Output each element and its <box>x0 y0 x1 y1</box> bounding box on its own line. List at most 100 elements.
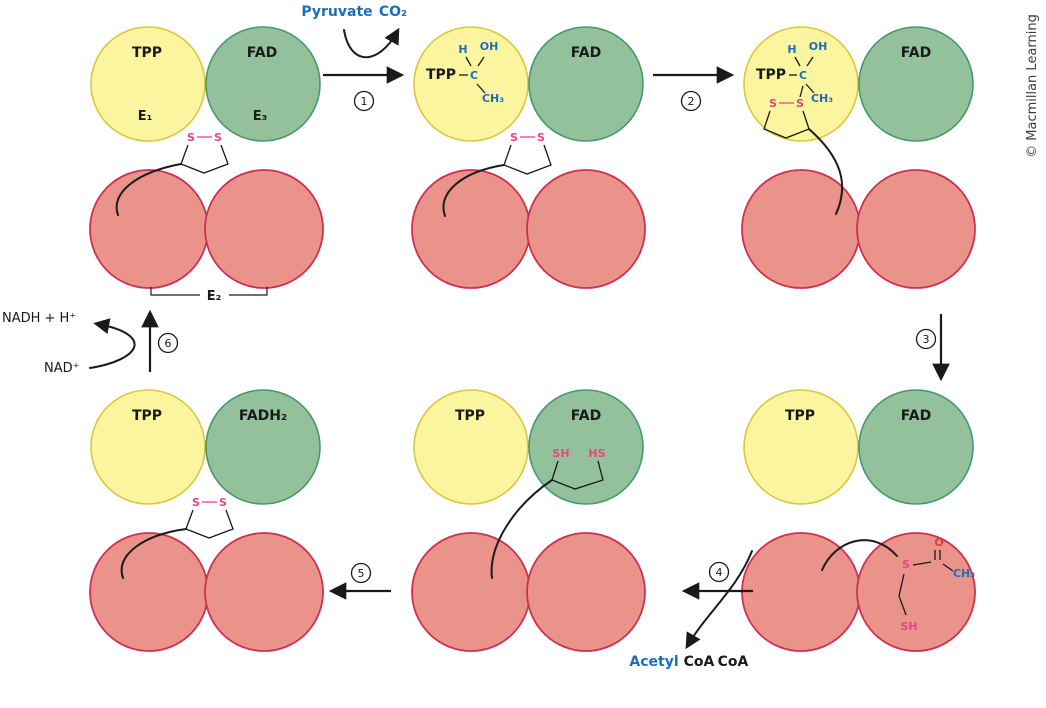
bond <box>799 85 804 98</box>
e2-core-circle <box>204 169 324 289</box>
acetyl-label: Acetyl <box>629 654 678 670</box>
step-1-badge <box>353 90 375 112</box>
tpp-label: TPP <box>455 408 485 424</box>
oxygen-label: O <box>934 536 943 549</box>
tpp-label: TPP <box>785 408 815 424</box>
bond <box>477 56 485 67</box>
panel-6: TPP FADH₂ S S <box>89 389 324 652</box>
methyl-label: CH₃ <box>482 92 504 105</box>
e3-enzyme-circle <box>528 26 644 142</box>
e1-enzyme-circle <box>743 389 859 505</box>
step-6-number: 6 <box>165 337 172 350</box>
step-3-reaction: 3 <box>915 314 950 382</box>
lipoamide-chain <box>898 573 907 616</box>
panel-5: TPP FAD SH HS <box>411 389 646 652</box>
sulfur-label: S <box>796 97 804 110</box>
carbon-label: C <box>470 69 478 82</box>
thiol-label: SH <box>900 620 917 633</box>
sulfur-label: S <box>219 496 227 509</box>
pyruvate-co2-curve <box>343 27 400 59</box>
lipoamide-arm <box>808 128 844 215</box>
fad-label: FAD <box>901 45 931 61</box>
hydrogen-label: H <box>787 43 796 56</box>
lipoamide-ring <box>503 144 552 175</box>
hydrogen-label: H <box>458 43 467 56</box>
step-1-reaction: Pyruvate CO₂ 1 <box>301 4 407 112</box>
e3-label: E₃ <box>253 109 268 124</box>
e1-enzyme-circle <box>743 26 859 142</box>
sulfur-label: S <box>769 97 777 110</box>
lipoamide-ring <box>551 460 604 490</box>
tpp-label: TPP <box>132 45 162 61</box>
methyl-label: CH₃ <box>811 92 833 105</box>
e3-enzyme-circle <box>858 389 974 505</box>
sulfur-label: S <box>510 131 518 144</box>
e3-enzyme-circle <box>205 389 321 505</box>
step-2-badge <box>680 90 702 112</box>
e1-enzyme-circle <box>413 389 529 505</box>
coa-label: CoA <box>718 654 749 670</box>
bond <box>805 83 815 94</box>
bond <box>476 83 486 94</box>
copyright-credit: © Macmillan Learning <box>1025 14 1040 158</box>
panel-4: TPP FAD S O CH₃ SH <box>741 389 976 652</box>
e2-core-circle <box>856 532 976 652</box>
e2-core-circle <box>411 532 531 652</box>
e2-core-circle <box>526 532 646 652</box>
bond <box>806 56 814 67</box>
e2-bracket <box>150 287 268 296</box>
lipoamide-arm <box>490 479 553 579</box>
step-6-reaction: NADH + H⁺ NAD⁺ 6 <box>2 309 179 376</box>
e1-enzyme-circle <box>90 389 206 505</box>
co2-label: CO₂ <box>379 4 407 20</box>
e2-core-circle <box>741 532 861 652</box>
sulfur-label: S <box>192 496 200 509</box>
sulfur-label: S <box>902 558 910 571</box>
e1-enzyme-circle <box>413 26 529 142</box>
pyruvate-label: Pyruvate <box>301 4 372 20</box>
lipoamide-ring <box>180 144 229 174</box>
nad-nadh-curve <box>89 318 136 369</box>
coa-curve <box>685 550 753 650</box>
step-4-number: 4 <box>716 566 723 579</box>
step-1-number: 1 <box>361 95 368 108</box>
lipoamide-ring <box>763 110 810 139</box>
panel-1: TPP E₁ FAD E₃ S S E₂ <box>89 26 324 304</box>
fad-label: FAD <box>571 45 601 61</box>
carbon-label: C <box>799 69 807 82</box>
step-3-number: 3 <box>923 333 930 346</box>
lipoamide-arm <box>821 539 898 571</box>
sulfur-label: S <box>214 131 222 144</box>
fadh2-label: FADH₂ <box>239 408 287 424</box>
e2-core-circle <box>856 169 976 289</box>
bond <box>912 561 932 566</box>
bond <box>794 56 801 67</box>
e1-enzyme-circle <box>90 26 206 142</box>
e3-enzyme-circle <box>858 26 974 142</box>
fad-label: FAD <box>571 408 601 424</box>
sulfur-label: S <box>187 131 195 144</box>
lipoamide-arm <box>115 163 182 216</box>
e2-core-circle <box>526 169 646 289</box>
hydroxyl-label: OH <box>809 40 828 53</box>
tpp-label: TPP <box>756 67 786 83</box>
fad-label: FAD <box>247 45 277 61</box>
e3-enzyme-circle <box>528 389 644 505</box>
step-4-badge <box>708 561 730 583</box>
bond <box>465 56 472 67</box>
step-6-badge <box>157 332 179 354</box>
step-5-reaction: 5 <box>328 562 391 600</box>
fad-label: FAD <box>901 408 931 424</box>
hydroxyl-label: OH <box>480 40 499 53</box>
step-2-reaction: 2 <box>653 66 735 112</box>
panel-2: TPP C H OH CH₃ FAD S S <box>411 26 646 289</box>
tpp-label: TPP <box>426 67 456 83</box>
nad-label: NAD⁺ <box>44 361 80 376</box>
nadh-label: NADH + H⁺ <box>2 311 76 326</box>
step-5-number: 5 <box>358 567 365 580</box>
tpp-label: TPP <box>132 408 162 424</box>
step-2-number: 2 <box>688 95 695 108</box>
e2-core-circle <box>89 532 209 652</box>
